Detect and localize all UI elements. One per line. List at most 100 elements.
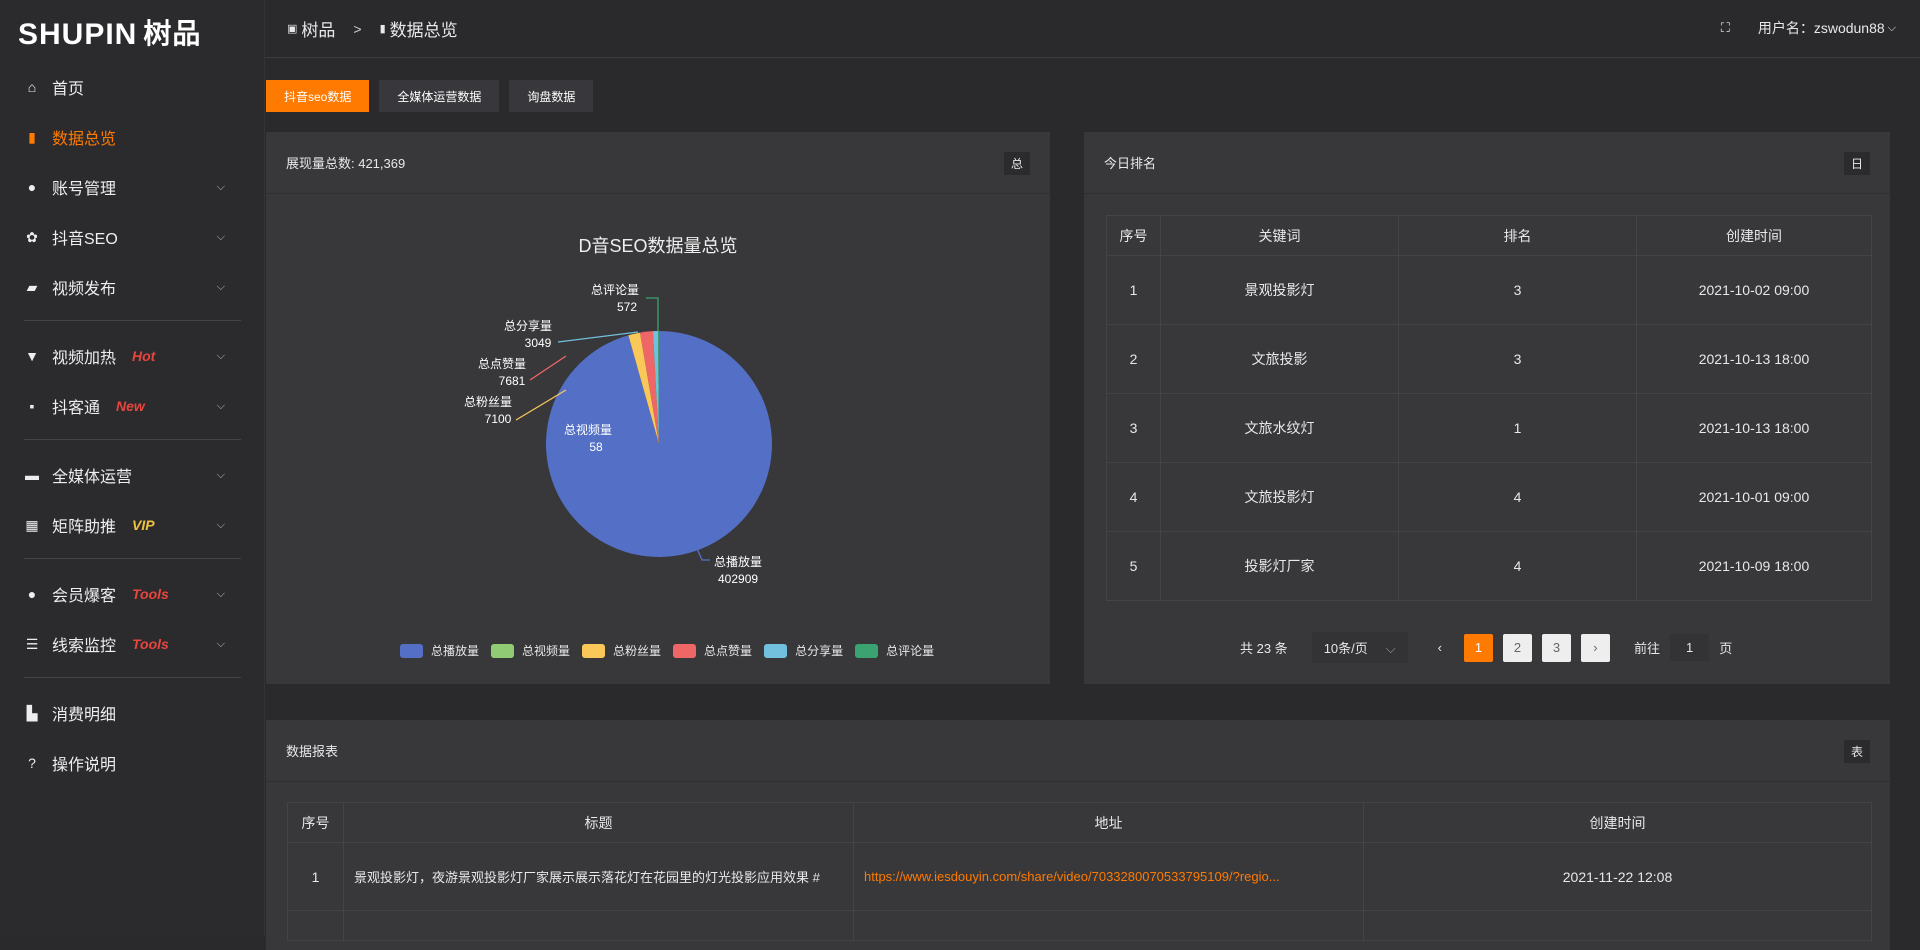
sidebar-divider <box>24 320 241 321</box>
page-3-button[interactable]: 3 <box>1541 633 1571 662</box>
table-cell: 2021-10-01 09:00 <box>1636 462 1872 532</box>
table-cell: 投影灯厂家 <box>1160 531 1399 601</box>
table-cell: 1 <box>287 842 344 911</box>
sidebar-item-5[interactable]: ▼ 视频加热 Hot ⌵ <box>0 331 265 381</box>
chevron-down-icon: ⌵ <box>216 349 225 362</box>
legend-item[interactable]: 总评论量 <box>855 642 934 659</box>
table-cell: 4 <box>1106 462 1161 532</box>
sidebar-item-6[interactable]: ▪ 抖客通 New ⌵ <box>0 381 265 431</box>
legend-item[interactable]: 总播放量 <box>400 642 479 659</box>
sidebar-item-7[interactable]: ▬ 全媒体运营 ⌵ <box>0 450 265 500</box>
table-cell: 景观投影灯，夜游景观投影灯厂家展示展示落花灯在花园里的灯光投影应用效果 # <box>343 842 854 911</box>
slice-value: 402909 <box>718 572 758 586</box>
sidebar: SHUPIN 树品 ⌂ 首页 ▮ 数据总览 ● 账号管理 ⌵ ✿ 抖音SEO ⌵ ▰ 视频发布 ⌵ ▼ 视频加… <box>0 0 265 936</box>
table-row[interactable]: 5 投影灯厂家 4 2021-10-09 18:00 <box>1106 531 1872 601</box>
total-tag-button[interactable]: 总 <box>1003 152 1030 175</box>
slice-value: 7681 <box>499 374 526 388</box>
bar-chart-icon: ▮ <box>379 23 386 35</box>
header: ▣ 树品 > ▮ 数据总览 ⛶ 用户名：zswodun88 ⌵ <box>265 0 1920 58</box>
report-table: 序号 标题 地址 创建时间 1 景观投影灯，夜游景观投影灯厂家展示展示落花灯在花园里的灯光… <box>287 802 1872 941</box>
next-page-button[interactable]: › <box>1580 633 1610 662</box>
breadcrumb-home[interactable]: 树品 <box>301 21 336 40</box>
table-cell: 2021-10-09 18:00 <box>1636 531 1872 601</box>
sidebar-badge: Tools <box>132 586 169 602</box>
sidebar-item-3[interactable]: ✿ 抖音SEO ⌵ <box>0 212 265 262</box>
pie-slice[interactable] <box>640 331 659 444</box>
day-tag-button[interactable]: 日 <box>1843 152 1870 175</box>
legend-label: 总视频量 <box>522 644 571 658</box>
chart-title: D音SEO数据量总览 <box>578 236 737 256</box>
label-line <box>646 297 659 331</box>
table-cell[interactable]: https://www.iesdouyin.com/share/video/70… <box>853 842 1364 911</box>
table-row <box>287 910 1872 941</box>
slice-value: 7100 <box>485 412 512 426</box>
slice-value: 572 <box>617 300 637 314</box>
table-row[interactable]: 3 文旅水纹灯 1 2021-10-13 18:00 <box>1106 393 1872 463</box>
page-size-select[interactable]: 10条/页 ⌵ <box>1311 632 1408 663</box>
sliders-icon: ☰ <box>25 635 39 652</box>
table-cell: 4 <box>1398 531 1637 601</box>
legend-swatch <box>582 643 606 658</box>
help-icon: ? <box>28 755 36 771</box>
table-cell: 文旅投影 <box>1160 324 1399 394</box>
sidebar-item-label: 消费明细 <box>52 707 117 724</box>
slice-label: 总播放量 <box>714 554 762 569</box>
sidebar-item-label: 抖客通 <box>52 400 101 417</box>
chevron-down-icon: ⌵ <box>216 518 225 531</box>
breadcrumb-current: 数据总览 <box>389 21 458 40</box>
sidebar-item-12[interactable]: ? 操作说明 <box>0 738 265 788</box>
legend-item[interactable]: 总分享量 <box>764 642 843 659</box>
chevron-down-icon: ⌵ <box>216 637 225 650</box>
legend-item[interactable]: 总点赞量 <box>673 642 752 659</box>
pie-slice[interactable] <box>628 332 659 444</box>
sidebar-item-label: 抖音SEO <box>52 231 118 248</box>
overview-total: 展现量总数: 421,369 <box>286 156 406 171</box>
column-header: 创建时间 <box>1363 802 1872 843</box>
tab-inquiry[interactable]: 询盘数据 <box>509 80 594 112</box>
sidebar-item-4[interactable]: ▰ 视频发布 ⌵ <box>0 262 265 312</box>
pie-slice[interactable] <box>628 335 659 444</box>
sidebar-item-10[interactable]: ☰ 线索监控 Tools ⌵ <box>0 619 265 669</box>
legend-swatch <box>673 643 697 658</box>
chevron-down-icon: ⌵ <box>216 468 225 481</box>
sidebar-item-label: 全媒体运营 <box>52 469 133 486</box>
sidebar-item-label: 线索监控 <box>52 638 117 655</box>
table-cell: 景观投影灯 <box>1160 255 1399 325</box>
sidebar-item-0[interactable]: ⌂ 首页 <box>0 62 265 112</box>
chevron-down-icon[interactable]: ⌵ <box>1887 21 1896 34</box>
chevron-down-icon: ⌵ <box>216 230 225 243</box>
sidebar-item-9[interactable]: ● 会员爆客 Tools ⌵ <box>0 569 265 619</box>
table-row[interactable]: 2 文旅投影 3 2021-10-13 18:00 <box>1106 324 1872 394</box>
legend-item[interactable]: 总视频量 <box>491 642 570 659</box>
legend-swatch <box>855 643 879 658</box>
user-menu[interactable]: 用户名：zswodun88 <box>1757 20 1885 36</box>
user-icon: ● <box>27 179 37 195</box>
goto-page-input[interactable]: 1 <box>1669 634 1710 661</box>
page-1-button[interactable]: 1 <box>1463 633 1493 662</box>
pie-slice[interactable] <box>652 331 659 444</box>
sidebar-item-1[interactable]: ▮ 数据总览 <box>0 112 265 162</box>
table-cell: 2021-11-22 12:08 <box>1363 842 1872 911</box>
sidebar-item-label: 数据总览 <box>52 131 117 148</box>
table-row[interactable]: 4 文旅投影灯 4 2021-10-01 09:00 <box>1106 462 1872 532</box>
chevron-down-icon: ⌵ <box>216 280 225 293</box>
prev-page-button[interactable]: ‹ <box>1437 640 1442 655</box>
sidebar-item-8[interactable]: ▦ 矩阵助推 VIP ⌵ <box>0 500 265 550</box>
table-row[interactable]: 1 景观投影灯 3 2021-10-02 09:00 <box>1106 255 1872 325</box>
sidebar-item-2[interactable]: ● 账号管理 ⌵ <box>0 162 265 212</box>
column-header: 创建时间 <box>1636 215 1872 256</box>
user-icon: ● <box>27 586 37 602</box>
page-2-button[interactable]: 2 <box>1502 633 1532 662</box>
logo[interactable]: SHUPIN 树品 <box>18 18 202 51</box>
tab-douyin-seo[interactable]: 抖音seo数据 <box>266 80 370 112</box>
legend-item[interactable]: 总粉丝量 <box>582 642 661 659</box>
chart-legend: 总播放量 总视频量 总粉丝量 总点赞量 总分享量 总评论量 <box>400 642 934 659</box>
fullscreen-icon[interactable]: ⛶ <box>1720 20 1730 35</box>
tab-all-media[interactable]: 全媒体运营数据 <box>379 80 500 112</box>
sidebar-badge: VIP <box>132 517 155 533</box>
slice-label: 总粉丝量 <box>464 395 512 409</box>
table-tag-button[interactable]: 表 <box>1843 740 1870 763</box>
sidebar-item-11[interactable]: ▙ 消费明细 <box>0 688 265 738</box>
table-row[interactable]: 1 景观投影灯，夜游景观投影灯厂家展示展示落花灯在花园里的灯光投影应用效果 # ht… <box>287 842 1872 911</box>
